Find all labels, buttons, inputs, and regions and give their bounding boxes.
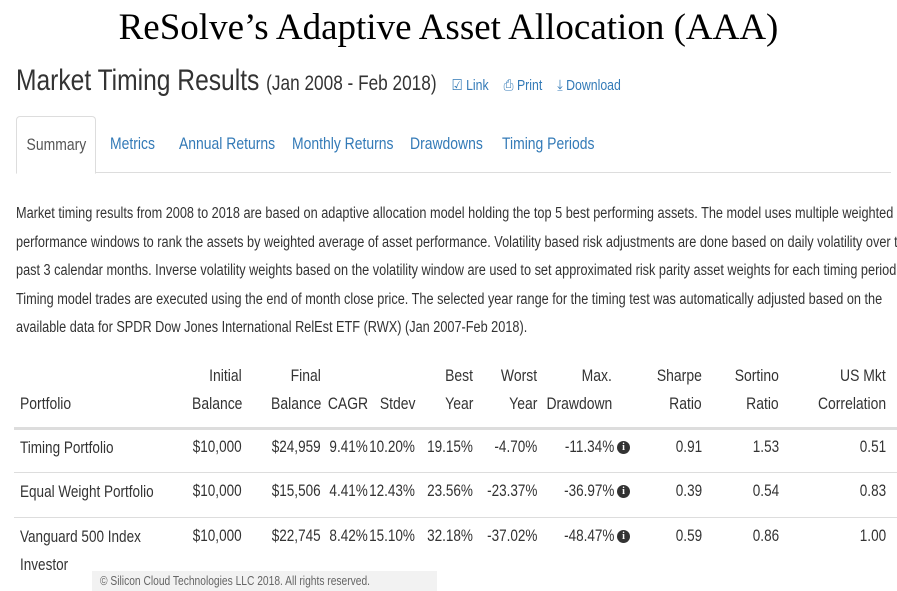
column-header: Sharpe Ratio bbox=[657, 366, 702, 413]
table-cell: -11.34% i bbox=[554, 438, 630, 457]
table-cell: 0.39 bbox=[675, 482, 702, 500]
column-header: CAGR bbox=[327, 394, 368, 413]
table-cell: 0.51 bbox=[859, 438, 886, 456]
print-icon: ⎙ bbox=[503, 77, 514, 94]
table-cell: Vanguard 500 Index Investor bbox=[20, 528, 141, 574]
table-cell: -4.70% bbox=[494, 438, 537, 456]
tab-monthly-returns[interactable]: Monthly Returns bbox=[292, 134, 394, 153]
table-cell: $15,506 bbox=[272, 482, 321, 500]
print-button[interactable]: ⎙ Print bbox=[504, 77, 543, 94]
tab-bar: Summary Metrics Annual Returns Monthly R… bbox=[16, 116, 891, 174]
column-header: Stdev bbox=[379, 394, 415, 413]
tab-timing-periods[interactable]: Timing Periods bbox=[502, 134, 595, 153]
description-line: past 3 calendar months. Inverse volatili… bbox=[16, 262, 897, 279]
description-line: available data for SPDR Dow Jones Intern… bbox=[16, 319, 528, 336]
table-cell: Timing Portfolio bbox=[20, 439, 114, 457]
table-cell: 0.54 bbox=[752, 482, 779, 500]
table-cell: 1.00 bbox=[859, 527, 886, 545]
tab-summary[interactable]: Summary bbox=[16, 116, 96, 174]
column-header: Best Year bbox=[444, 366, 473, 413]
table-cell: $10,000 bbox=[193, 527, 242, 545]
table-cell: $24,959 bbox=[272, 438, 321, 456]
column-header: Final Balance bbox=[270, 366, 321, 413]
table-cell: -37.02% bbox=[486, 527, 537, 545]
table-cell: 12.43% bbox=[369, 482, 415, 500]
column-header: US Mkt Correlation bbox=[817, 366, 886, 413]
description-line: Timing model trades are executed using t… bbox=[16, 290, 883, 308]
column-header: Sortino Ratio bbox=[734, 366, 779, 413]
column-header: Portfolio bbox=[20, 394, 72, 413]
tab-annual-returns[interactable]: Annual Returns bbox=[179, 134, 276, 153]
column-header: Worst Year bbox=[500, 366, 537, 413]
table-cell: 0.59 bbox=[675, 527, 702, 545]
description: Market timing results from 2008 to 2018 … bbox=[16, 200, 897, 343]
table-cell: 0.83 bbox=[859, 482, 886, 500]
table-cell: -36.97% i bbox=[553, 482, 630, 501]
table-cell: $22,745 bbox=[272, 527, 321, 545]
slide-title: ReSolve’s Adaptive Asset Allocation (AAA… bbox=[118, 7, 779, 48]
table-cell: Equal Weight Portfolio bbox=[20, 483, 154, 501]
table-cell: 1.53 bbox=[752, 438, 779, 456]
heading-title: Market Timing Results bbox=[16, 64, 260, 97]
table-cell: $10,000 bbox=[193, 482, 242, 500]
tab-drawdowns[interactable]: Drawdowns bbox=[410, 134, 483, 153]
heading-date-range: (Jan 2008 - Feb 2018) bbox=[266, 72, 437, 95]
download-button[interactable]: ⤓ Download bbox=[557, 77, 621, 94]
table-cell: 10.20% bbox=[369, 438, 415, 456]
download-label: Download bbox=[566, 77, 621, 94]
table-cell: 32.18% bbox=[427, 527, 473, 545]
link-button[interactable]: ☑ Link bbox=[452, 77, 489, 94]
description-line: performance windows to rank the assets b… bbox=[16, 233, 897, 251]
description-line: Market timing results from 2008 to 2018 … bbox=[16, 205, 894, 222]
info-icon[interactable]: i bbox=[617, 485, 630, 499]
table-cell: $10,000 bbox=[193, 438, 242, 456]
print-label: Print bbox=[516, 77, 543, 94]
row-divider bbox=[14, 517, 897, 518]
table-cell: 0.86 bbox=[752, 527, 779, 545]
table-cell: 9.41% bbox=[329, 438, 368, 456]
table-cell: -48.47% i bbox=[553, 527, 630, 546]
table-cell: 4.41% bbox=[329, 482, 368, 500]
header-divider bbox=[14, 427, 897, 430]
download-icon: ⤓ bbox=[557, 77, 563, 94]
info-icon[interactable]: i bbox=[617, 530, 630, 544]
tab-metrics[interactable]: Metrics bbox=[110, 134, 155, 153]
table-cell: -23.37% bbox=[486, 482, 537, 500]
link-label: Link bbox=[466, 77, 489, 94]
column-header: Max. Drawdown bbox=[546, 366, 612, 413]
page-heading: Market Timing Results (Jan 2008 - Feb 20… bbox=[16, 64, 754, 98]
table-cell: 8.42% bbox=[329, 527, 368, 545]
external-link-icon: ☑ bbox=[451, 77, 463, 94]
column-header: Initial Balance bbox=[191, 366, 242, 413]
table-cell: 0.91 bbox=[675, 438, 702, 456]
info-icon[interactable]: i bbox=[617, 441, 630, 455]
table-cell: 23.56% bbox=[427, 482, 473, 500]
table-cell: 15.10% bbox=[369, 527, 415, 545]
row-divider bbox=[14, 472, 897, 473]
table-cell: 19.15% bbox=[427, 438, 473, 456]
copyright-footer: © Silicon Cloud Technologies LLC 2018. A… bbox=[92, 571, 438, 591]
